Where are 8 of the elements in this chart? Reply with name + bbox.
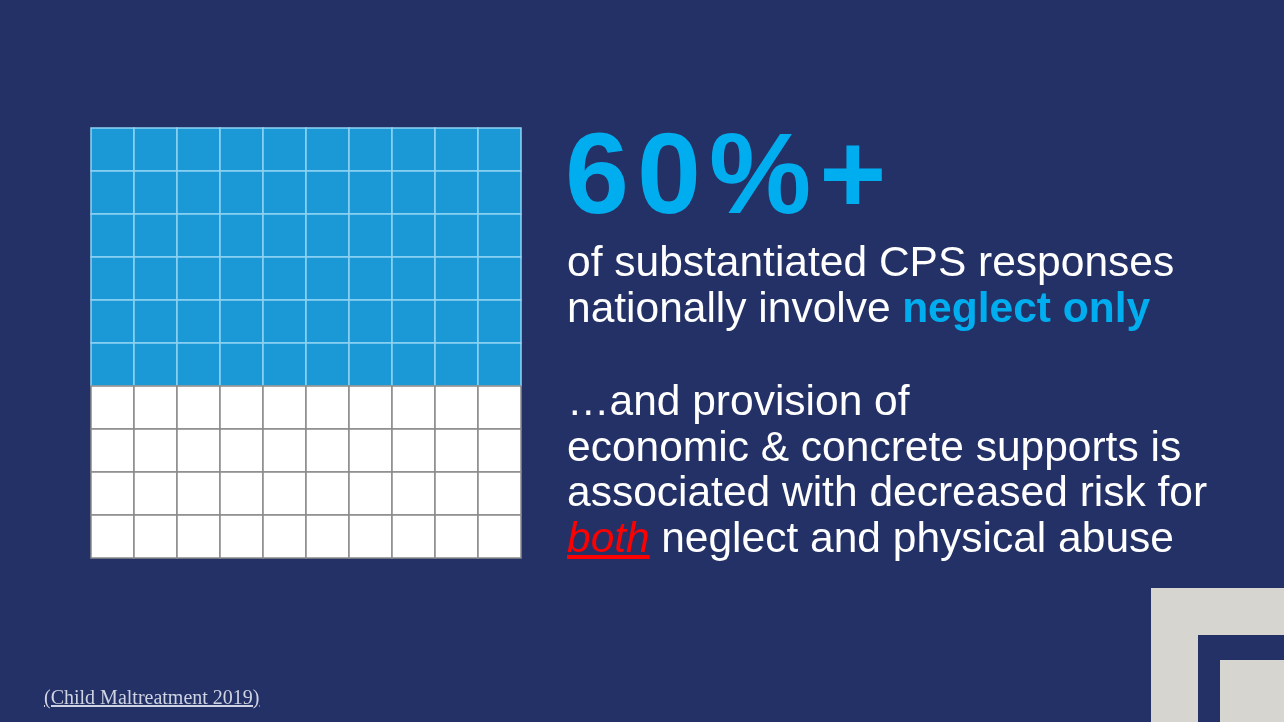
text: nationally involve bbox=[567, 284, 891, 331]
text: (Child Maltreatment 2019) bbox=[44, 686, 260, 708]
data-label: 60%+ bbox=[565, 109, 895, 237]
text: neglect only bbox=[902, 284, 1151, 331]
text: …and provision of bbox=[567, 377, 910, 424]
text: both bbox=[567, 513, 650, 561]
text: of substantiated CPS responses bbox=[567, 238, 1175, 285]
text: neglect and physical abuse bbox=[661, 513, 1174, 561]
